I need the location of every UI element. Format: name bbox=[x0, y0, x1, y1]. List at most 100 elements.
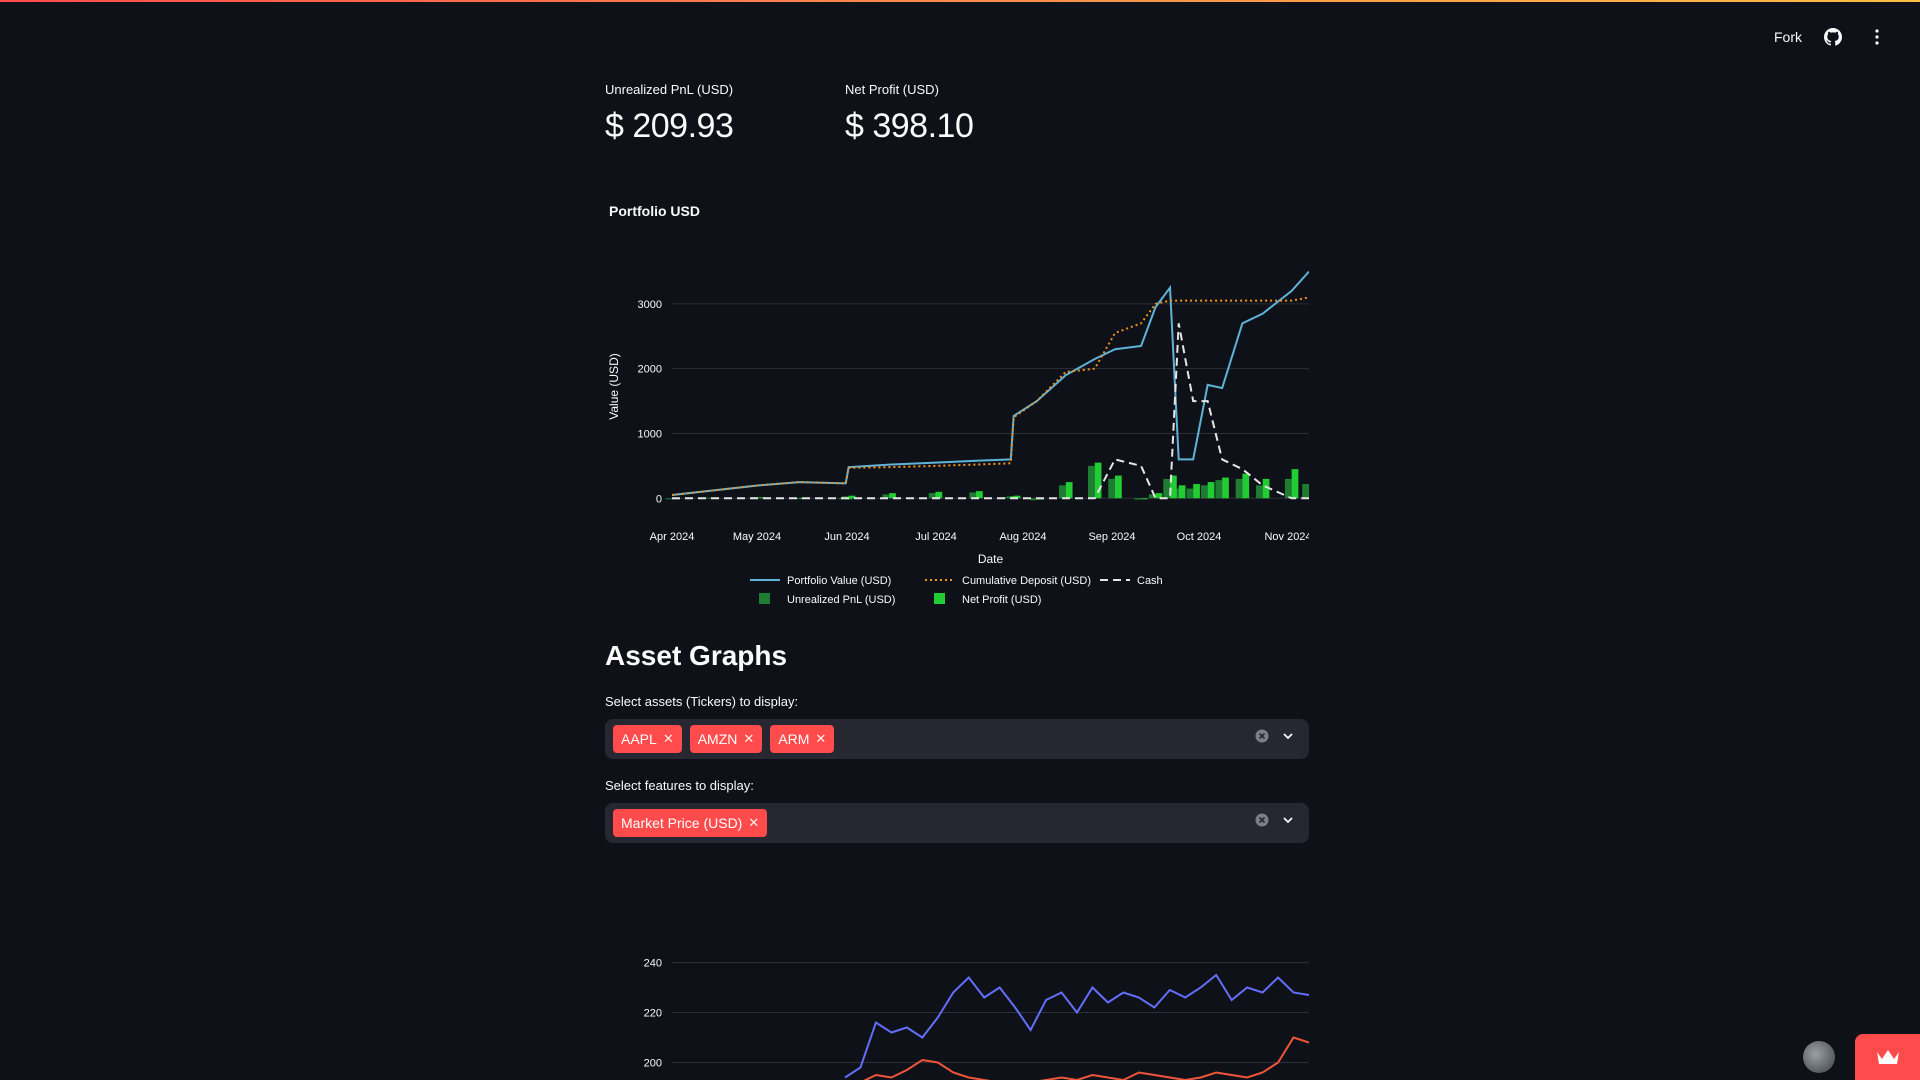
asset-tag-label: ARM bbox=[778, 731, 810, 747]
bar-net-profit bbox=[758, 497, 766, 499]
bar-net-profit bbox=[1141, 498, 1148, 500]
chevron-down-icon[interactable] bbox=[1281, 729, 1295, 748]
series-line-cumulative-deposit bbox=[671, 296, 1309, 497]
bar-unrealized-pnl bbox=[1215, 480, 1223, 499]
asset-tag-label: AAPL bbox=[621, 731, 657, 747]
bar-unrealized-pnl bbox=[1059, 485, 1066, 499]
bar-net-profit bbox=[976, 491, 983, 499]
portfolio-chart-title: Portfolio USD bbox=[609, 203, 700, 219]
bar-unrealized-pnl bbox=[1108, 478, 1116, 499]
github-icon[interactable] bbox=[1820, 24, 1846, 50]
bar-unrealized-pnl bbox=[665, 498, 672, 500]
x-axis-label: Date bbox=[978, 552, 1004, 566]
features-multiselect[interactable]: Market Price (USD) ✕ bbox=[605, 803, 1309, 843]
bar-unrealized-pnl bbox=[1255, 485, 1263, 499]
y-tick-label: 1000 bbox=[638, 428, 662, 440]
metric-value: $ 209.93 bbox=[605, 107, 734, 145]
legend-label: Net Profit (USD) bbox=[962, 594, 1041, 606]
chevron-down-icon[interactable] bbox=[1281, 813, 1295, 832]
legend-label: Cumulative Deposit (USD) bbox=[962, 575, 1091, 587]
bar-unrealized-pnl bbox=[1030, 498, 1037, 501]
bar-unrealized-pnl bbox=[1148, 494, 1156, 499]
asset-graphs-heading: Asset Graphs bbox=[605, 640, 788, 671]
y-tick-label: 2000 bbox=[638, 364, 662, 376]
series-line-portfolio-value bbox=[671, 270, 1309, 497]
bar-net-profit bbox=[1013, 495, 1021, 499]
series-line-cash bbox=[672, 323, 1309, 500]
bar-unrealized-pnl bbox=[1134, 498, 1142, 500]
legend-swatch bbox=[934, 593, 945, 604]
bar-net-profit bbox=[1065, 482, 1073, 499]
remove-tag-icon[interactable]: ✕ bbox=[743, 731, 755, 746]
remove-tag-icon[interactable]: ✕ bbox=[748, 815, 760, 830]
metric-label: Net Profit (USD) bbox=[845, 82, 939, 97]
x-tick-label: Apr 2024 bbox=[650, 531, 695, 543]
bar-unrealized-pnl bbox=[928, 493, 936, 499]
y-tick-label: 220 bbox=[644, 1008, 662, 1020]
clear-all-icon[interactable] bbox=[1255, 729, 1269, 748]
bar-net-profit bbox=[935, 491, 943, 499]
bar-net-profit bbox=[848, 495, 856, 499]
bar-net-profit bbox=[1207, 482, 1215, 499]
fork-button[interactable]: Fork bbox=[1774, 29, 1802, 45]
bar-unrealized-pnl bbox=[705, 497, 713, 499]
bar-net-profit bbox=[845, 498, 853, 500]
kebab-menu-icon[interactable] bbox=[1864, 24, 1890, 50]
y-tick-label: 240 bbox=[644, 958, 662, 970]
asset-price-chart[interactable]: 200 220 240 bbox=[605, 950, 1309, 1080]
bar-unrealized-pnl bbox=[882, 494, 890, 499]
bar-unrealized-pnl bbox=[1087, 465, 1095, 499]
feature-tag-label: Market Price (USD) bbox=[621, 815, 743, 831]
assets-select-label: Select assets (Tickers) to display: bbox=[605, 694, 799, 709]
remove-tag-icon[interactable]: ✕ bbox=[662, 731, 674, 746]
asset-tag-label: AMZN bbox=[697, 731, 738, 747]
metric-value: $ 398.10 bbox=[845, 107, 974, 145]
app-toolbar: Fork bbox=[1774, 24, 1890, 50]
bar-unrealized-pnl bbox=[969, 492, 977, 499]
clear-all-icon[interactable] bbox=[1255, 813, 1269, 832]
metric-net-profit: Net Profit (USD) $ 398.10 bbox=[845, 82, 974, 146]
x-tick-label: Oct 2024 bbox=[1177, 531, 1222, 543]
bar-net-profit bbox=[1155, 493, 1163, 499]
asset-tag[interactable]: ARM ✕ bbox=[770, 725, 835, 753]
metric-label: Unrealized PnL (USD) bbox=[605, 82, 734, 97]
remove-tag-icon[interactable]: ✕ bbox=[815, 731, 827, 746]
assets-multiselect[interactable]: AAPL ✕ AMZN ✕ ARM ✕ bbox=[605, 719, 1309, 759]
asset-tag[interactable]: AAPL ✕ bbox=[613, 725, 682, 753]
bar-net-profit bbox=[1242, 473, 1250, 499]
legend-swatch bbox=[759, 593, 770, 604]
bar-unrealized-pnl bbox=[1200, 485, 1208, 499]
asset-tag[interactable]: AMZN ✕ bbox=[689, 725, 763, 753]
bar-net-profit bbox=[1178, 485, 1186, 499]
bar-net-profit bbox=[1262, 478, 1270, 499]
legend-label: Cash bbox=[1137, 575, 1163, 587]
x-tick-label: May 2024 bbox=[733, 531, 781, 543]
bar-unrealized-pnl bbox=[1284, 478, 1292, 499]
bar-unrealized-pnl bbox=[1163, 478, 1171, 499]
x-tick-label: Jun 2024 bbox=[824, 531, 869, 543]
price-series-line-1 bbox=[863, 1036, 1309, 1080]
bar-unrealized-pnl bbox=[1235, 478, 1243, 499]
bar-unrealized-pnl bbox=[1186, 488, 1194, 499]
y-tick-label: 3000 bbox=[638, 299, 662, 311]
bar-unrealized-pnl bbox=[1302, 484, 1309, 499]
avatar[interactable] bbox=[1803, 1041, 1835, 1073]
legend-label: Portfolio Value (USD) bbox=[787, 575, 891, 587]
top-decoration-bar bbox=[0, 0, 1920, 2]
bar-net-profit bbox=[1115, 475, 1122, 499]
x-tick-label: Nov 2024 bbox=[1264, 531, 1309, 543]
portfolio-chart[interactable]: 0 1000 2000 3000 Apr 2024 May 2024 Jun 2024 Jul… bbox=[605, 255, 1309, 625]
metric-unrealized-pnl: Unrealized PnL (USD) $ 209.93 bbox=[605, 82, 734, 146]
bar-net-profit bbox=[1291, 469, 1299, 499]
crown-icon bbox=[1876, 1050, 1899, 1064]
bar-net-profit bbox=[1193, 484, 1200, 499]
y-tick-label: 0 bbox=[656, 493, 662, 505]
features-select-label: Select features to display: bbox=[605, 778, 754, 793]
streamlit-crown-button[interactable] bbox=[1855, 1034, 1920, 1080]
x-tick-label: Jul 2024 bbox=[915, 531, 957, 543]
legend-label: Unrealized PnL (USD) bbox=[787, 594, 895, 606]
x-tick-label: Aug 2024 bbox=[999, 531, 1046, 543]
y-axis-label: Value (USD) bbox=[607, 353, 621, 419]
y-tick-label: 200 bbox=[644, 1058, 662, 1070]
feature-tag[interactable]: Market Price (USD) ✕ bbox=[613, 809, 768, 837]
